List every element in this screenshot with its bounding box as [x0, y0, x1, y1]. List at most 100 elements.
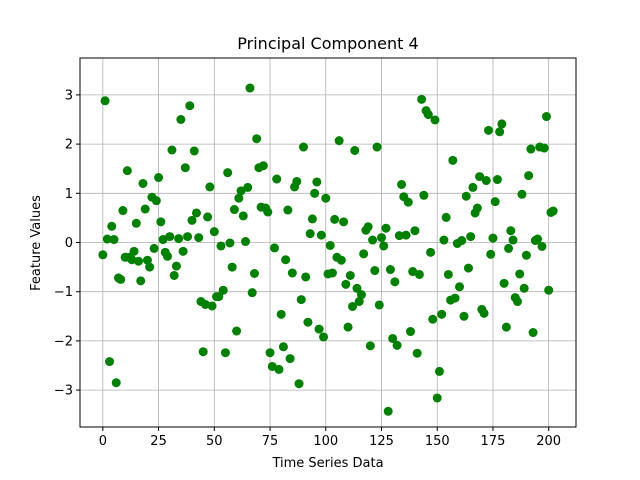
data-point — [274, 364, 284, 374]
data-point — [283, 205, 293, 215]
data-point — [176, 115, 186, 124]
x-tick-label: 50 — [206, 434, 223, 449]
data-point — [245, 83, 255, 93]
data-point — [102, 234, 112, 244]
data-point — [303, 317, 313, 327]
data-point — [162, 251, 172, 261]
y-tick-label: 1 — [65, 187, 73, 202]
data-point — [484, 125, 494, 135]
data-point — [544, 285, 554, 295]
data-point — [142, 255, 152, 265]
data-point — [185, 101, 195, 111]
y-tick-label: 0 — [65, 236, 73, 251]
data-point — [356, 290, 366, 300]
data-point — [414, 269, 424, 279]
data-point — [292, 176, 302, 186]
data-point — [541, 112, 551, 122]
data-point — [220, 348, 230, 358]
data-point — [165, 232, 175, 242]
data-point — [131, 218, 141, 228]
data-point — [180, 163, 190, 173]
data-point — [352, 283, 362, 293]
data-point — [247, 288, 257, 298]
data-point — [539, 143, 549, 153]
data-point — [459, 311, 469, 321]
x-tick-label: 200 — [536, 434, 561, 449]
data-point — [265, 348, 275, 358]
data-point — [269, 243, 279, 253]
data-point — [149, 243, 159, 253]
data-point — [533, 234, 543, 244]
data-point — [401, 230, 411, 240]
data-point — [209, 227, 219, 237]
data-point — [116, 274, 126, 284]
data-point — [365, 341, 375, 351]
data-point — [241, 237, 251, 247]
data-point — [178, 246, 188, 256]
data-point — [207, 301, 217, 311]
data-point — [472, 203, 482, 213]
data-point — [312, 177, 322, 187]
data-point — [374, 300, 384, 310]
data-point — [203, 212, 213, 222]
data-point — [468, 182, 478, 192]
data-point — [443, 269, 453, 279]
data-point — [548, 206, 558, 216]
data-point — [390, 277, 400, 287]
chart-title: Principal Component 4 — [237, 34, 418, 53]
data-point — [437, 309, 447, 319]
data-point — [98, 250, 108, 260]
data-point — [339, 217, 349, 227]
data-point — [341, 279, 351, 289]
data-point — [481, 176, 491, 186]
data-point — [140, 204, 150, 214]
data-point — [385, 265, 395, 275]
data-point — [105, 357, 115, 367]
data-point — [298, 142, 308, 152]
data-point — [412, 348, 422, 358]
data-point — [227, 262, 237, 272]
data-point — [345, 270, 355, 280]
data-point — [287, 268, 297, 278]
data-point — [490, 197, 500, 207]
data-point — [334, 136, 344, 146]
data-point — [397, 179, 407, 189]
data-point — [506, 226, 516, 236]
data-point — [379, 241, 389, 251]
data-point — [363, 222, 373, 232]
data-point — [305, 229, 315, 239]
data-point — [423, 110, 433, 120]
data-point — [381, 223, 391, 233]
data-point — [515, 269, 525, 279]
data-point — [154, 173, 164, 183]
data-point — [234, 193, 244, 203]
data-point — [370, 266, 380, 276]
data-point — [372, 142, 382, 152]
data-point — [127, 255, 137, 265]
data-point — [258, 161, 268, 171]
data-point — [249, 268, 259, 278]
data-point — [111, 378, 121, 388]
x-tick-label: 150 — [425, 434, 450, 449]
data-point — [223, 168, 233, 178]
data-point — [524, 171, 534, 181]
data-point — [294, 379, 304, 389]
data-point — [278, 342, 288, 352]
data-point — [488, 233, 498, 243]
y-tick-label: −1 — [54, 285, 73, 300]
data-point — [336, 255, 346, 265]
data-points — [98, 83, 558, 416]
data-point — [100, 96, 110, 106]
data-point — [330, 214, 340, 224]
data-point — [457, 236, 467, 246]
data-point — [394, 231, 404, 241]
data-point — [450, 293, 460, 303]
x-tick-label: 0 — [99, 434, 107, 449]
x-tick-label: 100 — [313, 434, 338, 449]
data-point — [439, 235, 449, 245]
data-point — [134, 256, 144, 266]
data-point — [461, 191, 471, 201]
data-point — [310, 188, 320, 198]
